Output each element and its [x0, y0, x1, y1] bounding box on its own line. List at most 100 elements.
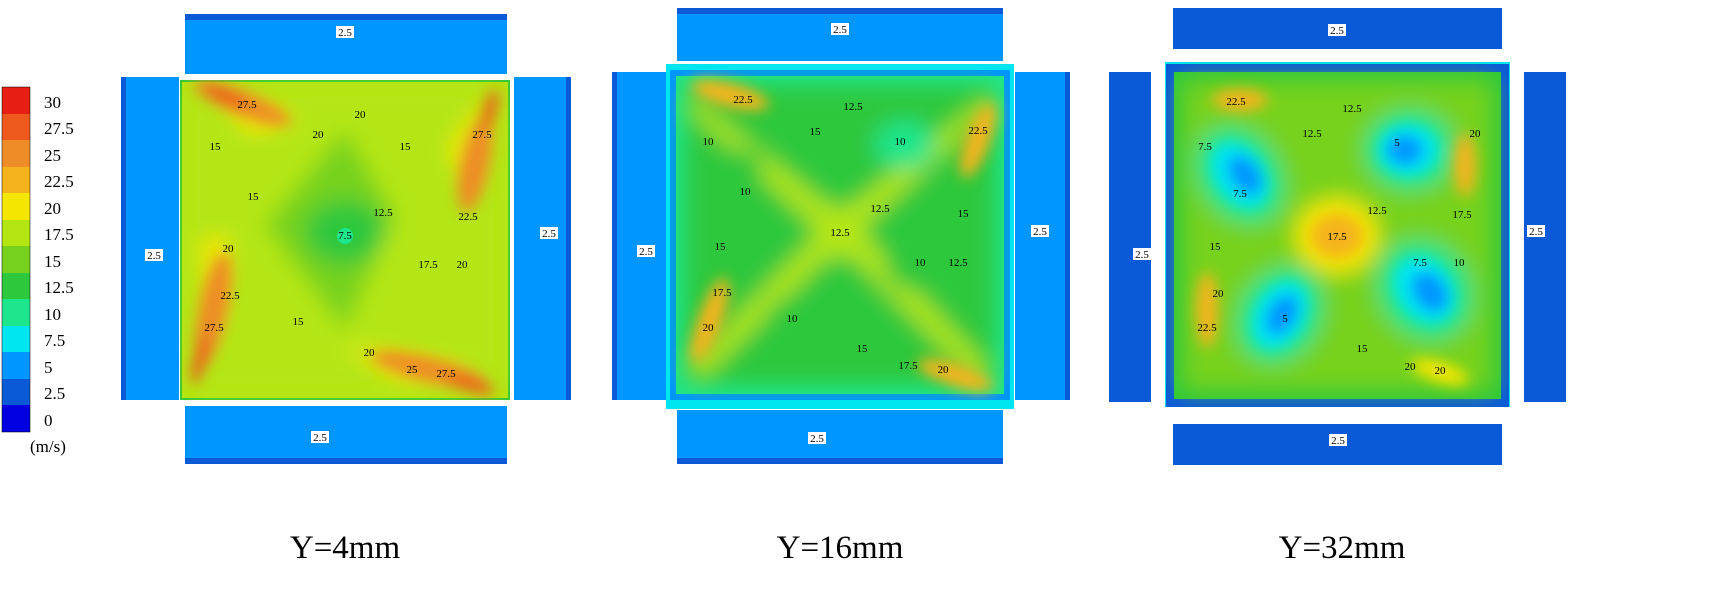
contour-label: 17.5	[1327, 231, 1347, 243]
contour-label: 15	[1357, 343, 1369, 355]
colorbar-swatch-5	[2, 352, 30, 379]
contour-label: 15	[857, 343, 869, 355]
panel-y16mm-plenums	[612, 8, 1070, 464]
plenum-label: 2.5	[542, 228, 556, 240]
colorbar-swatch-0	[2, 405, 30, 432]
contour-label: 12.5	[870, 203, 890, 215]
contour-label: 12.5	[830, 227, 850, 239]
panel-y16mm: 2.5 2.5 2.5 2.5 22.5 12.5 15 10 10 10 22…	[612, 8, 1070, 566]
colorbar-tick-17.5: 17.5	[44, 225, 74, 244]
colorbar-swatch-7.5	[2, 326, 30, 352]
colorbar-tick-7.5: 7.5	[44, 331, 65, 350]
colorbar-tick-30: 30	[44, 93, 61, 112]
panel-y4mm-labels: 2.5 2.5 2.5 2.5 27.5 20 20 15 15 15 27.5…	[145, 26, 558, 444]
panel-title: Y=4mm	[290, 530, 401, 566]
plenum-top	[185, 14, 507, 74]
contour-label: 5	[1282, 313, 1288, 325]
colorbar-swatch-12.5	[2, 273, 30, 299]
contour-label: 10	[787, 313, 799, 325]
contour-label: 12.5	[843, 101, 863, 113]
plenum-label: 2.5	[338, 27, 352, 39]
colorbar-swatch-17.5	[2, 220, 30, 246]
colorbar-tick-20: 20	[44, 199, 61, 218]
colorbar-swatches	[1, 86, 31, 433]
contour-label: 15	[400, 141, 412, 153]
colorbar-swatch-22.5	[2, 167, 30, 193]
panel-y4mm-plenums	[121, 14, 571, 464]
plenum-left	[121, 77, 179, 400]
contour-label: 22.5	[1226, 96, 1246, 108]
contour-label: 27.5	[436, 368, 456, 380]
contour-label: 22.5	[733, 94, 753, 106]
colorbar: 30 27.5 25 22.5 20 17.5 15 12.5 10 7.5 5…	[1, 86, 74, 456]
contour-label: 27.5	[237, 99, 257, 111]
plenum-bottom	[677, 410, 1003, 464]
plenum-left	[1109, 72, 1151, 402]
colorbar-tick-0: 0	[44, 411, 53, 430]
colorbar-tick-27.5: 27.5	[44, 119, 74, 138]
colorbar-swatch-25	[2, 140, 30, 167]
colorbar-tick-22.5: 22.5	[44, 172, 74, 191]
contour-label: 12.5	[948, 257, 968, 269]
panel-y16mm-field	[670, 70, 1010, 400]
contour-label: 15	[248, 191, 260, 203]
contour-label: 20	[703, 322, 715, 334]
contour-label: 7.5	[338, 230, 352, 242]
contour-label: 20	[313, 129, 325, 141]
colorbar-swatch-2.5	[2, 379, 30, 405]
panel-y32mm: 2.5 2.5 2.5 2.5 22.5 12.5 12.5 7.5 5 20 …	[1109, 8, 1566, 566]
plenum-label: 2.5	[1331, 435, 1345, 447]
contour-label: 10	[740, 186, 752, 198]
plenum-label: 2.5	[833, 24, 847, 36]
colorbar-tick-5: 5	[44, 358, 53, 377]
contour-label: 10	[1454, 257, 1466, 269]
contour-label: 7.5	[1198, 141, 1212, 153]
plenum-label: 2.5	[1529, 226, 1543, 238]
contour-label: 15	[293, 316, 305, 328]
panel-title: Y=16mm	[777, 530, 904, 566]
panel-y4mm-field	[180, 80, 510, 400]
contour-label: 22.5	[458, 211, 478, 223]
colorbar-swatch-15	[2, 246, 30, 273]
colorbar-tick-2.5: 2.5	[44, 384, 65, 403]
contour-label: 12.5	[1342, 103, 1362, 115]
colorbar-swatch-20	[2, 193, 30, 220]
contour-label: 20	[457, 259, 469, 271]
contour-label: 20	[223, 243, 235, 255]
contour-label: 15	[810, 126, 822, 138]
panel-y4mm: 2.5 2.5 2.5 2.5 27.5 20 20 15 15 15 27.5…	[121, 14, 571, 566]
panel-y32mm-field	[1165, 62, 1510, 407]
contour-label: 12.5	[1302, 128, 1322, 140]
plenum-label: 2.5	[639, 246, 653, 258]
contour-label: 7.5	[1233, 188, 1247, 200]
contour-label: 12.5	[373, 207, 393, 219]
plenum-bottom	[185, 406, 507, 464]
contour-label: 5	[1394, 137, 1400, 149]
contour-label: 22.5	[968, 125, 988, 137]
contour-label: 20	[1213, 288, 1225, 300]
contour-label: 27.5	[204, 322, 224, 334]
colorbar-swatch-27.5	[2, 114, 30, 140]
contour-label: 25	[407, 364, 419, 376]
contour-label: 15	[210, 141, 222, 153]
contour-label: 15	[715, 241, 727, 253]
contour-label: 17.5	[418, 259, 438, 271]
contour-label: 7.5	[1413, 257, 1427, 269]
colorbar-tick-25: 25	[44, 146, 61, 165]
plenum-label: 2.5	[1330, 25, 1344, 37]
colorbar-swatch-10	[2, 299, 30, 326]
colorbar-ticks: 30 27.5 25 22.5 20 17.5 15 12.5 10 7.5 5…	[44, 93, 74, 430]
colorbar-tick-10: 10	[44, 305, 61, 324]
plenum-label: 2.5	[1033, 226, 1047, 238]
panel-y16mm-labels: 2.5 2.5 2.5 2.5 22.5 12.5 15 10 10 10 22…	[637, 23, 1049, 445]
plenum-label: 2.5	[313, 432, 327, 444]
plenum-left	[612, 72, 666, 400]
colorbar-unit: (m/s)	[30, 437, 66, 456]
plenum-label: 2.5	[1135, 249, 1149, 261]
contour-label: 22.5	[220, 290, 240, 302]
panel-title: Y=32mm	[1279, 530, 1406, 566]
contour-label: 17.5	[898, 360, 918, 372]
contour-label: 17.5	[712, 287, 732, 299]
contour-label: 20	[1470, 128, 1482, 140]
contour-label: 20	[938, 364, 950, 376]
